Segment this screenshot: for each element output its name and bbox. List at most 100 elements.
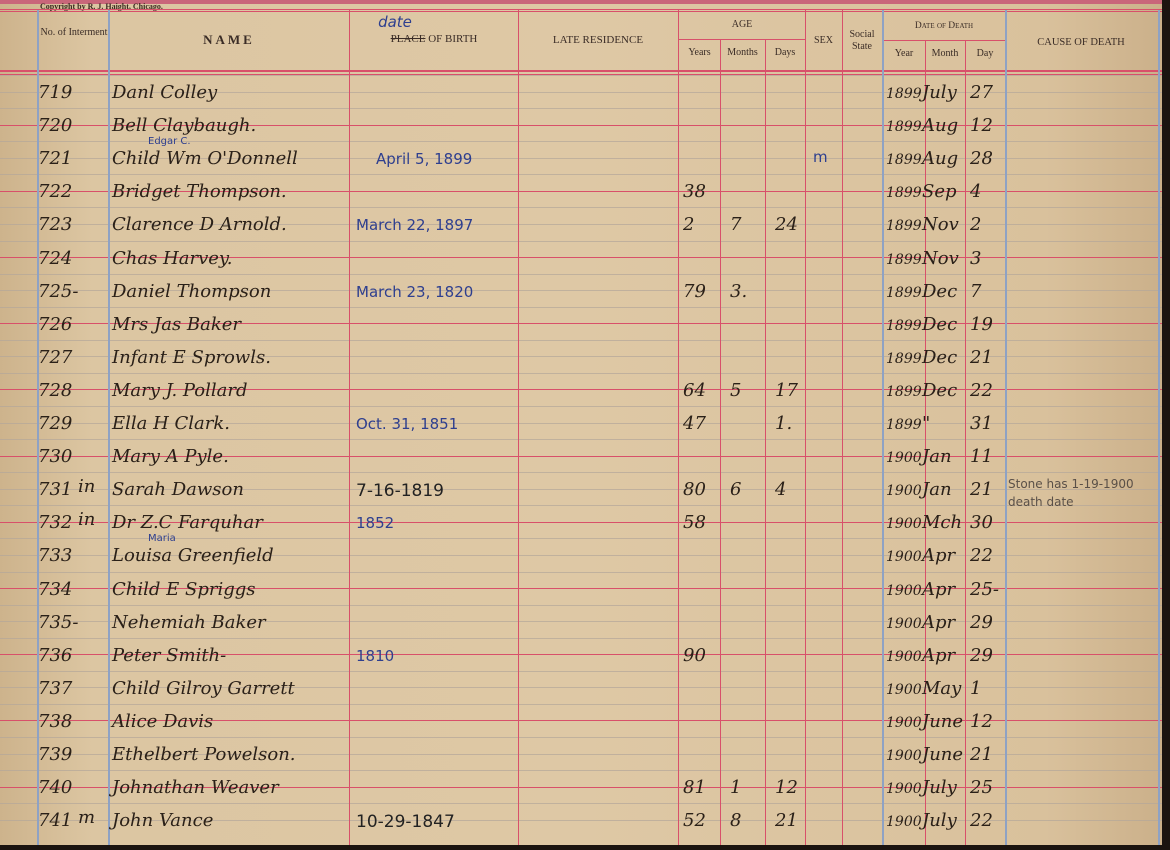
cell-year: 1899 xyxy=(886,417,922,433)
cell-month: Aug xyxy=(922,115,959,136)
row-rule xyxy=(0,489,1162,490)
cell-day: 22 xyxy=(970,545,993,566)
cell-months: 1 xyxy=(730,777,742,798)
column-rule xyxy=(882,10,884,845)
row-rule xyxy=(0,207,1162,208)
date-divider xyxy=(883,40,1005,41)
date-of-birth: 10-29-1847 xyxy=(356,812,455,832)
deceased-name: Child E Spriggs xyxy=(112,579,256,600)
header-year: Year xyxy=(894,48,914,59)
header-years: Years xyxy=(688,47,711,58)
deceased-name: Mary J. Pollard xyxy=(112,380,248,401)
cell-month: June xyxy=(922,744,964,765)
row-rule xyxy=(0,340,1162,341)
date-of-birth: Oct. 31, 1851 xyxy=(356,415,459,433)
cell-month: Nov xyxy=(922,248,959,269)
row-rule xyxy=(0,389,1162,390)
column-rule xyxy=(965,40,966,845)
row-rule xyxy=(0,92,1162,93)
column-rule xyxy=(720,40,721,845)
cell-day: 31 xyxy=(970,413,993,434)
row-rule xyxy=(0,158,1162,159)
cell-day: 21 xyxy=(970,347,993,368)
row-rule xyxy=(0,290,1162,291)
cell-year: 1900 xyxy=(886,682,922,698)
cell-month: Apr xyxy=(922,645,956,666)
cell-sex: m xyxy=(813,148,828,166)
deceased-name: Mrs Jas Baker xyxy=(112,314,242,335)
deceased-name: Chas Harvey. xyxy=(112,248,233,269)
header-months: Months xyxy=(727,47,758,58)
cell-days: 12 xyxy=(775,777,798,798)
interment-number: 733 xyxy=(38,545,73,566)
header-name: NAME xyxy=(203,32,255,47)
cell-month: Apr xyxy=(922,545,956,566)
cell-month: May xyxy=(922,678,962,699)
interment-number: 722 xyxy=(38,181,73,202)
row-rule xyxy=(0,439,1162,440)
cell-day: 27 xyxy=(970,82,993,103)
cell-years: 47 xyxy=(683,413,706,434)
interment-number: 731 xyxy=(38,479,73,500)
header-birth-label: OF BIRTH xyxy=(428,33,478,45)
cell-day: 30 xyxy=(970,512,993,533)
row-rule xyxy=(0,820,1162,821)
interment-number: 732 xyxy=(38,512,73,533)
cell-year: 1900 xyxy=(886,616,922,632)
row-rule xyxy=(0,522,1162,523)
row-rule xyxy=(0,323,1162,324)
interment-number: 737 xyxy=(38,678,73,699)
row-rule xyxy=(0,555,1162,556)
cell-months: 3. xyxy=(730,281,748,302)
header-month: Month xyxy=(931,48,959,59)
cell-day: 4 xyxy=(970,181,982,202)
row-rule xyxy=(0,505,1162,506)
interment-number: 720 xyxy=(38,115,73,136)
header-residence: LATE RESIDENCE xyxy=(552,34,644,46)
cell-month: July xyxy=(922,82,957,103)
deceased-name: Danl Colley xyxy=(112,82,218,103)
row-rule xyxy=(0,638,1162,639)
date-of-birth: 1852 xyxy=(356,514,395,532)
cell-months: 6 xyxy=(730,479,742,500)
cell-month: Mch xyxy=(922,512,963,533)
cause-of-death: Stone has 1-19-1900 death date xyxy=(1008,477,1134,509)
cell-year: 1899 xyxy=(886,351,922,367)
cell-year: 1899 xyxy=(886,384,922,400)
column-rule xyxy=(1158,10,1160,845)
column-rule xyxy=(518,10,519,845)
cell-year: 1899 xyxy=(886,86,922,102)
cell-month: Sep xyxy=(922,181,957,202)
header-top-rule xyxy=(0,9,1162,10)
cell-years: 64 xyxy=(683,380,706,401)
deceased-name: Child Gilroy Garrett xyxy=(112,678,295,699)
cell-years: 38 xyxy=(683,181,706,202)
cell-month: July xyxy=(922,777,957,798)
row-rule xyxy=(0,654,1162,655)
row-rule xyxy=(0,456,1162,457)
row-rule xyxy=(0,406,1162,407)
row-rule xyxy=(0,737,1162,738)
age-divider xyxy=(679,39,805,40)
cell-years: 80 xyxy=(683,479,706,500)
cell-month: June xyxy=(922,711,964,732)
cell-day: 2 xyxy=(970,214,982,235)
cell-day: 12 xyxy=(970,115,993,136)
cell-days: 24 xyxy=(775,214,798,235)
header-birth-annotation: date xyxy=(378,13,412,31)
deceased-name: Clarence D Arnold. xyxy=(112,214,287,235)
cell-year: 1899 xyxy=(886,318,922,334)
cell-month: Dec xyxy=(922,380,958,401)
cell-years: 2 xyxy=(683,214,695,235)
cell-years: 52 xyxy=(683,810,706,831)
deceased-name: John Vance xyxy=(112,810,214,831)
cell-days: 1. xyxy=(775,413,793,434)
row-rule xyxy=(0,274,1162,275)
cell-year: 1900 xyxy=(886,814,922,830)
row-rule xyxy=(0,588,1162,589)
deceased-name: Peter Smith- xyxy=(112,645,227,666)
cell-year: 1899 xyxy=(886,152,922,168)
interment-number: 729 xyxy=(38,413,73,434)
cell-month: Jan xyxy=(922,479,952,500)
header-bottom-rule-2 xyxy=(0,74,1162,75)
